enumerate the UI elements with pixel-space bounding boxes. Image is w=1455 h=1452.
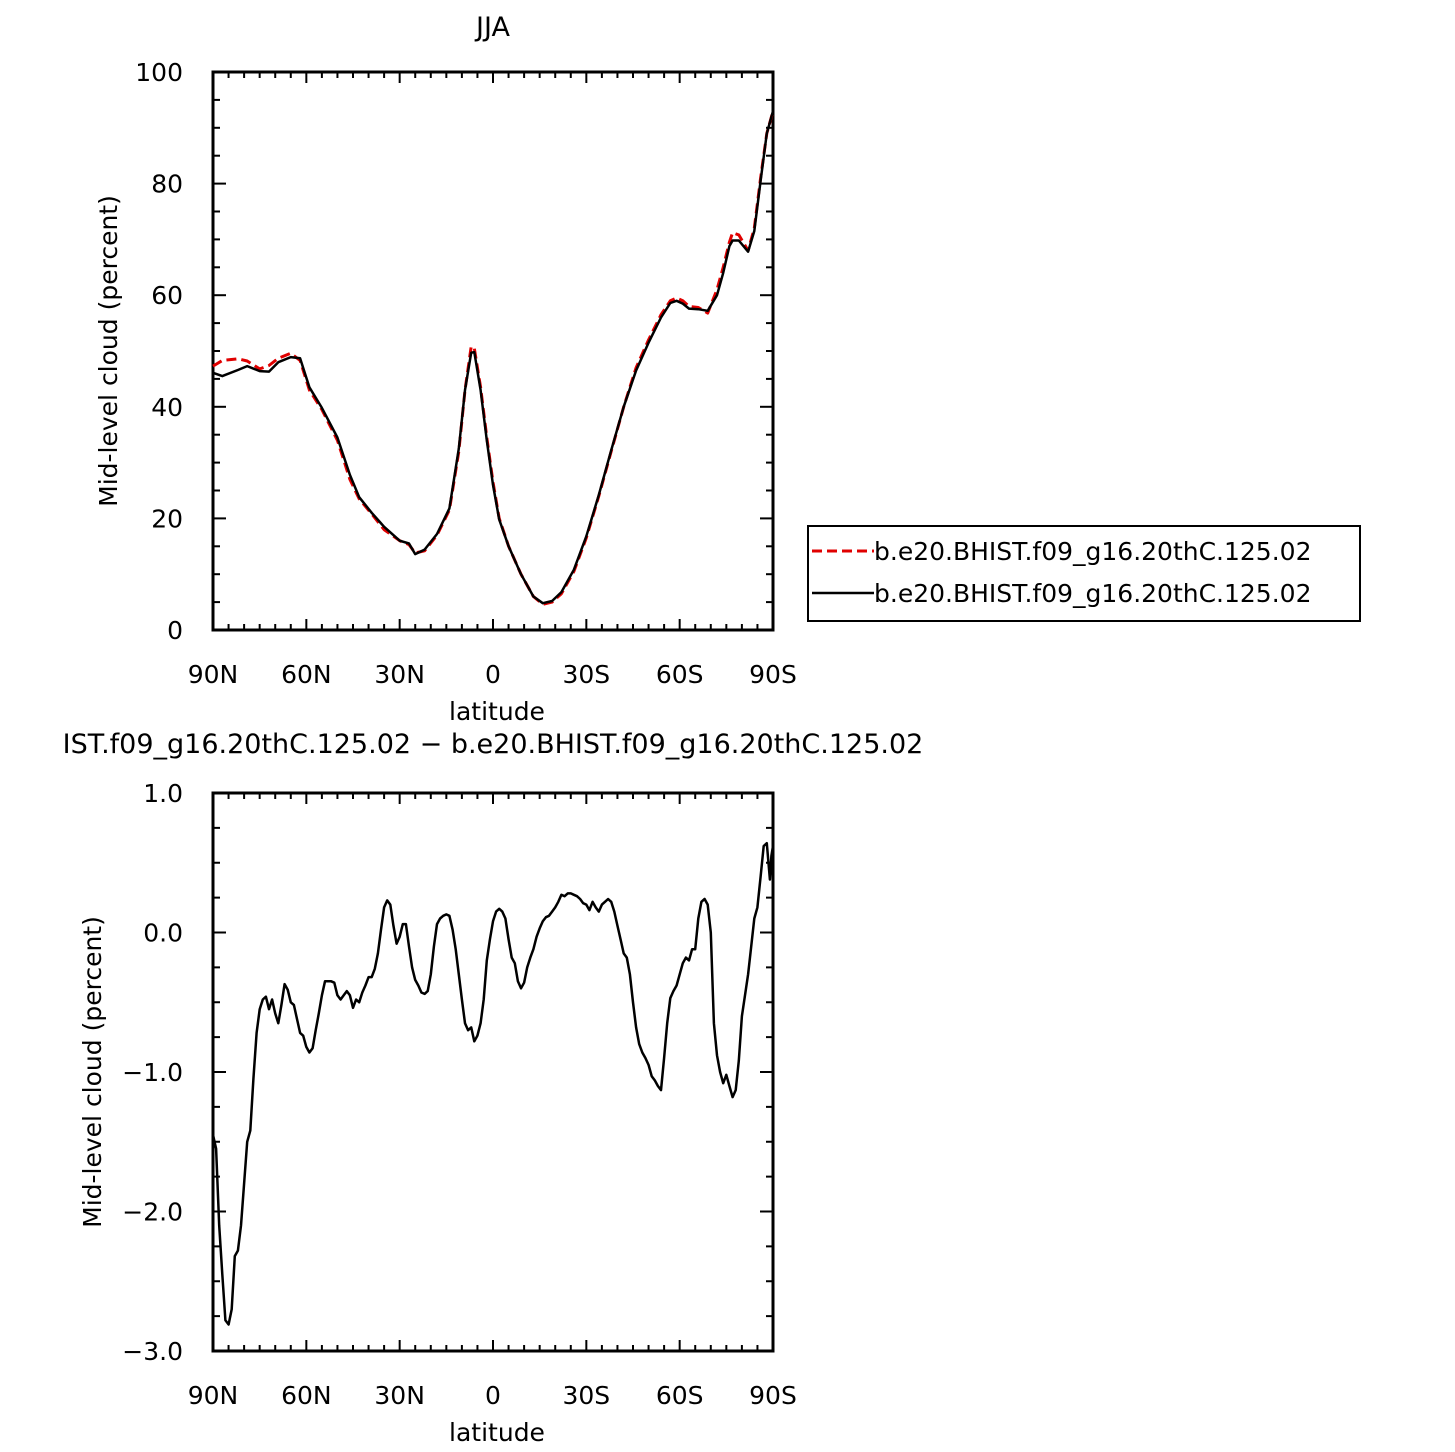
y-tick-label: 20	[151, 504, 183, 533]
legend-entry-0: b.e20.BHIST.f09_g16.20thC.125.02	[874, 537, 1311, 566]
x-tick-label: 30S	[562, 1381, 610, 1410]
x-tick-label: 90S	[749, 660, 797, 689]
legend-box	[807, 525, 1361, 622]
x-tick-label: 60S	[656, 660, 704, 689]
chart-title: IST.f09_g16.20thC.125.02 − b.e20.BHIST.f…	[63, 729, 924, 760]
legend: b.e20.BHIST.f09_g16.20thC.125.02 b.e20.BH…	[807, 525, 1361, 622]
x-axis-label: latitude	[449, 1418, 545, 1447]
x-tick-label: 30S	[562, 660, 610, 689]
y-tick-label: 40	[151, 393, 183, 422]
x-tick-label: 30N	[374, 1381, 425, 1410]
y-tick-label: −3.0	[122, 1337, 183, 1366]
chart-title: JJA	[474, 12, 510, 43]
y-tick-label: 0.0	[143, 919, 183, 948]
x-tick-label: 90S	[749, 1381, 797, 1410]
x-tick-label: 60N	[281, 660, 332, 689]
y-tick-label: 0	[167, 616, 183, 645]
x-axis-label: latitude	[449, 697, 545, 726]
plot-frame	[211, 791, 775, 1353]
y-tick-label: 1.0	[143, 779, 183, 808]
y-tick-label: 100	[135, 58, 183, 87]
y-axis-label: Mid-level cloud (percent)	[94, 195, 123, 507]
x-tick-label: 90N	[188, 1381, 239, 1410]
y-axis-label: Mid-level cloud (percent)	[78, 916, 107, 1228]
top-chart: JJA 90N 60N 30N 0 30S 60S 90S 0 20 40 60 80 100 latitu…	[94, 12, 797, 726]
series-line-solid-0	[211, 841, 775, 1326]
x-tick-label: 60N	[281, 1381, 332, 1410]
x-tick-label: 30N	[374, 660, 425, 689]
x-tick-label: 0	[485, 1381, 501, 1410]
plot-frame	[211, 70, 775, 632]
y-tick-label: −2.0	[122, 1198, 183, 1227]
y-tick-label: 80	[151, 170, 183, 199]
y-tick-label: −1.0	[122, 1058, 183, 1087]
x-tick-label: 90N	[188, 660, 239, 689]
legend-entry-1: b.e20.BHIST.f09_g16.20thC.125.02	[874, 579, 1311, 608]
y-tick-label: 60	[151, 281, 183, 310]
series-line-solid-1	[212, 110, 775, 605]
x-tick-label: 60S	[656, 1381, 704, 1410]
difference-chart: IST.f09_g16.20thC.125.02 − b.e20.BHIST.f…	[63, 729, 924, 1447]
x-tick-label: 0	[485, 660, 501, 689]
